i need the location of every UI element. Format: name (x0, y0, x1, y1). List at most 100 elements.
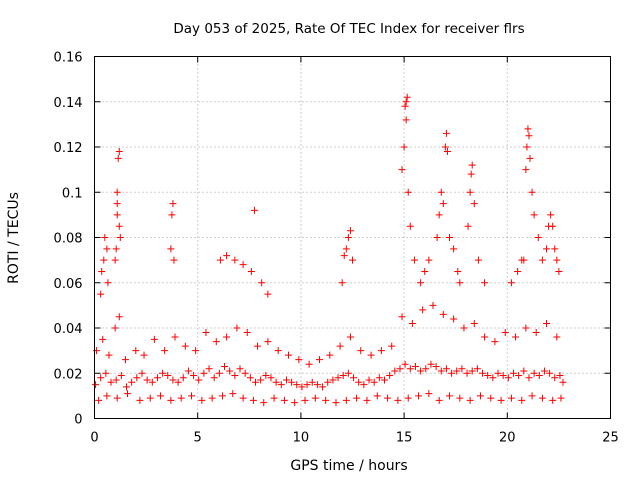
data-point (153, 374, 161, 382)
data-point (114, 154, 122, 162)
data-point (479, 369, 487, 377)
data-point (456, 279, 464, 287)
data-point (388, 342, 396, 350)
data-point (499, 372, 507, 380)
data-point (133, 374, 141, 382)
data-point (458, 365, 466, 373)
data-point (370, 378, 378, 386)
data-point (200, 369, 208, 377)
data-point (377, 347, 385, 355)
grid-lines (94, 56, 611, 419)
data-point (375, 374, 383, 382)
data-point (280, 396, 288, 404)
data-point (494, 369, 502, 377)
data-point (422, 365, 430, 373)
data-point (181, 342, 189, 350)
data-point (122, 383, 130, 391)
data-point (507, 394, 515, 402)
data-point (167, 396, 175, 404)
data-point (520, 256, 528, 264)
data-point (221, 362, 229, 370)
data-point (448, 369, 456, 377)
data-point (464, 222, 472, 230)
data-point (466, 396, 474, 404)
data-point (349, 256, 356, 264)
data-point (239, 261, 247, 269)
data-point (400, 143, 408, 151)
data-point (538, 394, 546, 402)
data-point (398, 313, 406, 321)
data-point (403, 93, 411, 101)
data-point (170, 256, 178, 264)
data-point (530, 211, 538, 219)
data-point (190, 372, 198, 380)
data-point (97, 290, 105, 298)
data-point (410, 256, 418, 264)
data-point (401, 360, 409, 368)
data-point (367, 351, 375, 359)
data-point (188, 392, 196, 400)
data-point (406, 222, 414, 230)
x-tick-label: 25 (602, 431, 619, 446)
data-point (473, 365, 481, 373)
data-point (254, 342, 262, 350)
y-tick-label: 0 (74, 413, 82, 428)
data-point (476, 392, 484, 400)
data-point (132, 347, 140, 355)
data-point (419, 306, 427, 314)
data-point (551, 374, 559, 382)
data-point (169, 376, 177, 384)
data-point (456, 394, 464, 402)
data-point (288, 378, 296, 386)
data-point (528, 392, 536, 400)
x-tick-label: 0 (90, 431, 98, 446)
data-point (355, 378, 363, 386)
data-point (398, 166, 406, 174)
data-point (401, 102, 409, 110)
data-point (557, 394, 565, 402)
x-tick-label: 15 (396, 431, 413, 446)
data-point (257, 376, 265, 384)
data-point (435, 396, 443, 404)
data-point (463, 369, 471, 377)
data-point (326, 351, 334, 359)
data-point (415, 392, 423, 400)
x-axis-title: GPS time / hours (290, 458, 407, 474)
data-point (454, 267, 462, 275)
data-point (113, 188, 121, 196)
data-point (324, 378, 332, 386)
data-point (223, 252, 231, 260)
data-point (332, 399, 340, 407)
data-point (391, 367, 399, 375)
data-point (250, 206, 258, 214)
data-point (313, 381, 321, 389)
data-point (344, 234, 352, 241)
data-point (233, 324, 241, 332)
data-point (411, 362, 419, 370)
data-point (102, 369, 110, 377)
x-tick-label: 5 (194, 431, 202, 446)
data-point (470, 200, 478, 208)
data-point (148, 378, 156, 386)
data-point (103, 392, 111, 400)
data-point (231, 372, 239, 380)
data-point (113, 394, 121, 402)
y-tick-label: 0.08 (54, 232, 83, 247)
data-point (169, 200, 177, 208)
data-point (218, 392, 226, 400)
data-point (525, 374, 533, 382)
data-point (264, 290, 272, 298)
data-point (277, 381, 285, 389)
data-point (417, 279, 425, 287)
data-point (202, 329, 210, 337)
data-point (340, 252, 348, 260)
data-point (538, 256, 546, 264)
y-tick-label: 0.02 (54, 367, 83, 382)
data-point (295, 356, 303, 364)
data-point (373, 392, 381, 400)
data-point (484, 372, 492, 380)
data-point (514, 267, 522, 275)
data-point (468, 161, 476, 169)
data-point (311, 394, 319, 402)
